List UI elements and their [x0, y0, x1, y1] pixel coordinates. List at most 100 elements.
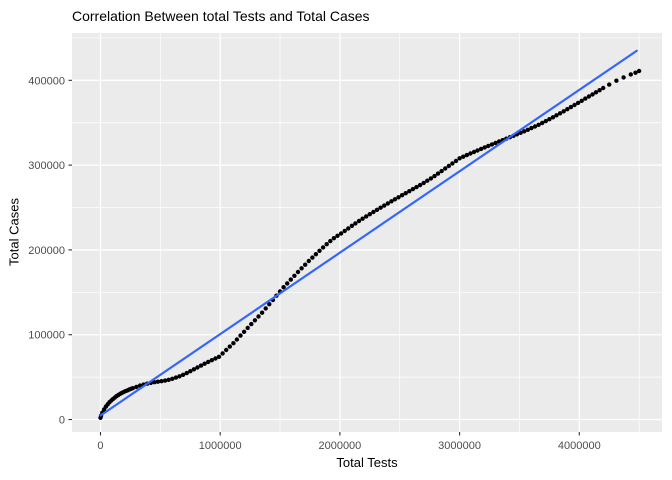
scatter-point — [303, 262, 308, 267]
scatter-point — [353, 221, 358, 226]
scatter-point — [227, 344, 232, 349]
scatter-point — [550, 115, 556, 120]
scatter-point — [198, 363, 204, 368]
scatter-point — [557, 111, 563, 116]
scatter-point — [152, 380, 157, 385]
scatter-point — [389, 199, 394, 204]
scatter-point — [414, 184, 419, 190]
scatter-point — [313, 252, 319, 257]
scatter-point — [493, 140, 498, 146]
scatter-point — [320, 245, 326, 250]
scatter-point — [478, 146, 484, 152]
scatter-point — [202, 361, 207, 366]
scatter-point — [633, 70, 638, 75]
scatter-point — [267, 302, 272, 307]
scatter-point — [572, 102, 577, 108]
scatter-point — [238, 333, 243, 338]
scatter-point — [177, 374, 182, 379]
scatter-point — [540, 120, 545, 126]
scatter-point — [529, 125, 534, 131]
scatter-point — [583, 96, 588, 101]
scatter-point — [382, 203, 387, 208]
scatter-point — [134, 384, 139, 390]
scatter-point — [367, 212, 372, 217]
scatter-point — [522, 129, 527, 134]
scatter-point — [628, 72, 633, 77]
x-tick-label: 3000000 — [438, 440, 481, 452]
scatter-point — [295, 269, 301, 275]
scatter-point — [601, 85, 606, 91]
scatter-point — [331, 236, 337, 241]
scatter-point — [213, 356, 218, 361]
scatter-point — [310, 255, 315, 260]
x-tick-label: 4000000 — [558, 440, 601, 452]
scatter-point — [231, 341, 236, 346]
x-tick-label: 2000000 — [318, 440, 361, 452]
scatter-point — [614, 78, 619, 83]
scatter-point — [346, 226, 351, 231]
scatter-point — [180, 372, 186, 377]
scatter-point — [464, 152, 469, 158]
y-tick-label: 400000 — [28, 75, 65, 87]
scatter-point — [453, 158, 459, 164]
scatter-point — [155, 379, 161, 384]
scatter-point — [288, 277, 293, 282]
scatter-point — [554, 113, 559, 118]
scatter-point — [636, 68, 642, 74]
scatter-point — [241, 329, 247, 334]
scatter-point — [130, 386, 135, 391]
scatter-point — [285, 281, 290, 286]
scatter-point — [335, 233, 340, 238]
scatter-point — [410, 186, 416, 192]
scatter-point — [607, 82, 612, 87]
scatter-point — [439, 168, 444, 174]
scatter-point — [188, 369, 193, 374]
scatter-point — [220, 351, 225, 356]
scatter-point — [421, 180, 426, 186]
scatter-point — [432, 173, 437, 179]
scatter-point — [259, 310, 265, 315]
y-tick-label: 0 — [59, 415, 65, 427]
scatter-point — [349, 223, 355, 228]
y-tick-label: 200000 — [28, 245, 65, 257]
scatter-point — [159, 379, 164, 384]
scatter-point — [338, 231, 344, 236]
scatter-point — [252, 318, 258, 323]
scatter-point — [166, 377, 171, 382]
scatter-point — [565, 107, 570, 112]
scatter-point — [374, 207, 380, 212]
scatter-point — [162, 378, 168, 383]
scatter-point — [586, 94, 592, 99]
scatter-point — [299, 266, 304, 271]
scatter-point — [407, 189, 412, 194]
scatter-point — [371, 209, 376, 215]
scatter-point — [356, 218, 362, 224]
scatter-point — [317, 248, 322, 253]
y-tick-label: 300000 — [28, 160, 65, 172]
scatter-point — [597, 88, 602, 93]
scatter-point — [486, 143, 491, 149]
scatter-point — [450, 161, 455, 166]
scatter-point — [399, 193, 405, 198]
scatter-point — [446, 163, 451, 169]
scatter-point — [224, 347, 229, 353]
trend-line — [99, 49, 638, 417]
scatter-point — [532, 124, 538, 129]
y-tick-label: 100000 — [28, 330, 65, 342]
scatter-point — [256, 314, 261, 319]
scatter-point — [547, 117, 552, 122]
scatter-point — [593, 90, 599, 95]
scatter-point — [621, 75, 626, 80]
scatter-point — [184, 370, 189, 376]
chart-title: Correlation Between total Tests and Tota… — [72, 8, 370, 24]
x-tick-label: 0 — [97, 440, 103, 452]
scatter-point — [209, 358, 214, 363]
scatter-point — [403, 191, 408, 196]
scatter-point — [324, 242, 329, 247]
scatter-point — [525, 127, 530, 132]
scatter-point — [443, 166, 448, 171]
scatter-point — [306, 258, 311, 264]
scatter-point — [579, 98, 584, 104]
